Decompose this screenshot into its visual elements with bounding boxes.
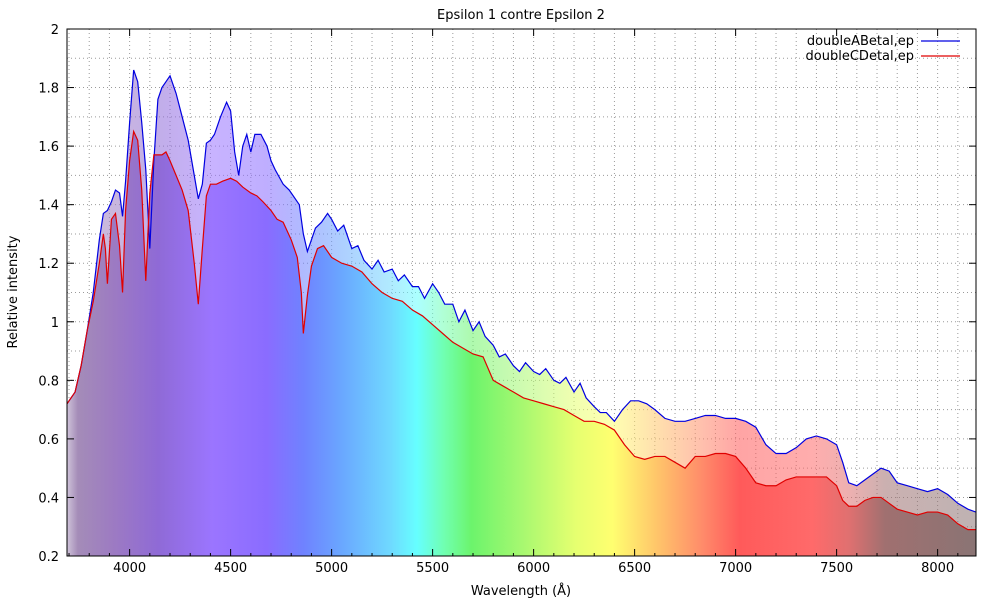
y-tick-label: 1.4 [38,199,59,214]
y-tick-label: 0.6 [38,433,59,448]
line-series-1 [67,69,976,513]
legend-label-series-2: doubleCDetal,ep [806,49,914,64]
x-tick-label: 7500 [820,561,853,576]
x-tick-label: 6000 [517,561,550,576]
area-series-2 [67,131,976,556]
x-tick-label: 4500 [214,561,247,576]
x-tick-label: 5500 [416,561,449,576]
y-tick-label: 1.2 [38,257,59,272]
y-tick-label: 0.2 [38,550,59,565]
series-areas [67,69,976,556]
y-tick-label: 0.8 [38,374,59,389]
line-series-2 [67,129,976,531]
x-tick-label: 8000 [921,561,954,576]
x-tick-label: 6500 [618,561,651,576]
legend-label-series-1: doubleABetal,ep [807,34,914,49]
x-tick-label: 5000 [315,561,348,576]
y-tick-label: 2 [51,23,59,38]
series-lines [67,69,976,531]
legend: doubleABetal,ep doubleCDetal,ep [806,34,960,64]
x-axis: 4000 4500 5000 5500 6000 6500 7000 7500 8000 [68,29,959,576]
plot-frame [66,28,977,557]
x-tick-label: 7000 [719,561,752,576]
y-tick-label: 1.8 [38,82,59,97]
x-tick-label: 4000 [113,561,146,576]
y-tick-label: 0.4 [38,491,59,506]
y-tick-label: 1 [51,316,59,331]
x-axis-title: Wavelength (Å) [471,583,571,599]
y-tick-label: 1.6 [38,140,59,155]
y-axis: 0.2 0.4 0.6 0.8 1 1.2 1.4 1.6 1.8 2 [38,23,976,565]
chart-title: Epsilon 1 contre Epsilon 2 [437,8,605,23]
y-axis-title: Relative intensity [6,235,21,348]
